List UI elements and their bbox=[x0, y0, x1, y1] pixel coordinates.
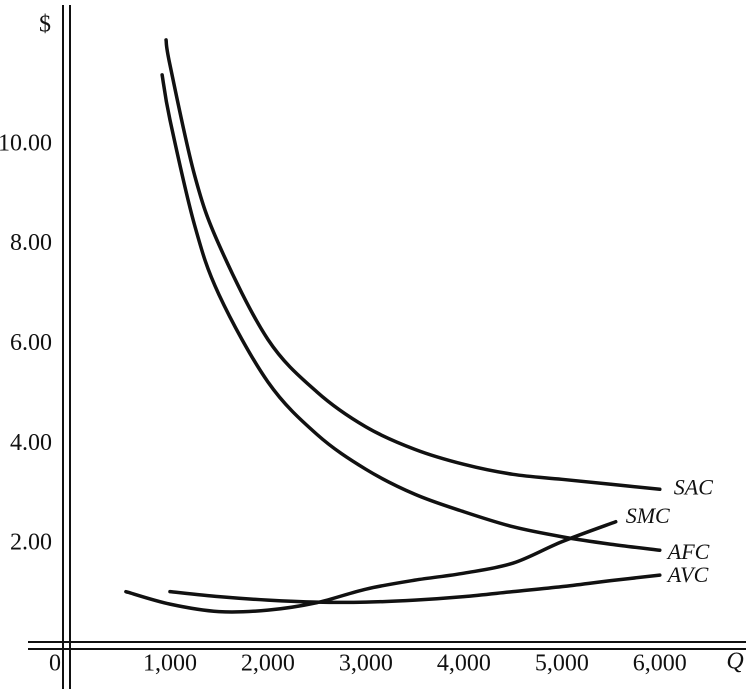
y-tick-label: 2.00 bbox=[10, 530, 52, 556]
x-tick-label: 1,000 bbox=[143, 651, 197, 677]
x-tick-label: 0 bbox=[49, 651, 61, 677]
x-tick-label: 4,000 bbox=[437, 651, 491, 677]
series-label: AVC bbox=[666, 562, 709, 587]
curve bbox=[168, 573, 662, 605]
series-label: AFC bbox=[666, 539, 710, 564]
series-label: SAC bbox=[674, 474, 713, 499]
x-tick-label: 5,000 bbox=[535, 651, 589, 677]
curve bbox=[164, 38, 662, 492]
curve bbox=[160, 73, 662, 552]
series-label: SMC bbox=[626, 503, 670, 528]
y-tick-label: 4.00 bbox=[10, 430, 52, 456]
x-axis-label: Q bbox=[726, 649, 743, 675]
x-tick-label: 6,000 bbox=[633, 651, 687, 677]
x-tick-label: 3,000 bbox=[339, 651, 393, 677]
y-tick-label: 8.00 bbox=[10, 230, 52, 256]
curve bbox=[124, 519, 618, 614]
y-axis-label: $ bbox=[39, 12, 51, 38]
x-tick-label: 2,000 bbox=[241, 651, 295, 677]
y-tick-label: 6.00 bbox=[10, 330, 52, 356]
y-tick-label: 10.00 bbox=[0, 130, 52, 156]
